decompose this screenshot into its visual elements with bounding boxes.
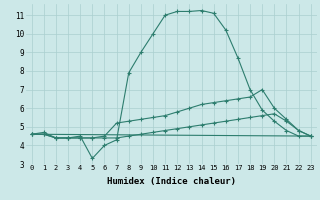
- X-axis label: Humidex (Indice chaleur): Humidex (Indice chaleur): [107, 177, 236, 186]
